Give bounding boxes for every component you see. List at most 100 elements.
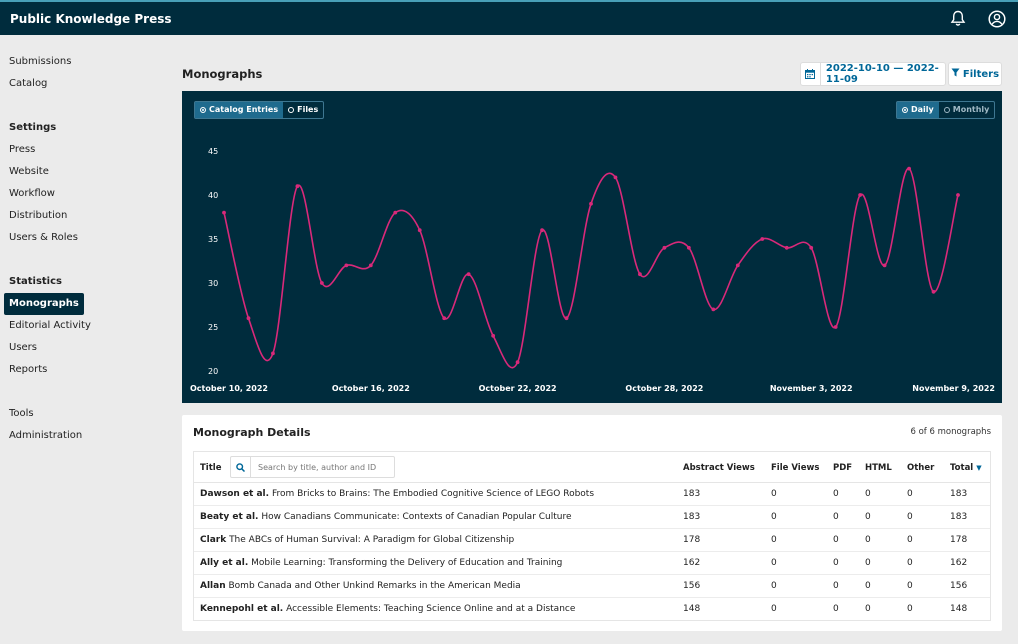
data-point[interactable] [833, 325, 838, 329]
data-point[interactable] [956, 193, 960, 197]
sidebar-item-users[interactable]: Users [9, 342, 38, 353]
search-input[interactable] [251, 457, 391, 477]
row-title: Accessible Elements: Teaching Science On… [286, 604, 576, 614]
filter-icon [951, 68, 960, 80]
user-icon[interactable] [988, 9, 1006, 28]
row-author: Clark [200, 535, 227, 545]
row-author: Dawson et al. [200, 489, 270, 499]
data-point[interactable] [809, 245, 814, 250]
data-point[interactable] [907, 166, 911, 171]
row-total-cell: 183 [950, 512, 968, 522]
monograph-details-panel: Monograph Details 6 of 6 monographs Titl… [182, 415, 1002, 631]
data-point[interactable] [295, 184, 300, 189]
column-total[interactable]: Total ▼ [950, 463, 982, 473]
x-tick-label: October 10, 2022 [190, 384, 268, 393]
bell-icon[interactable] [950, 10, 966, 27]
y-tick-label: 25 [208, 323, 218, 332]
toggle-daily[interactable]: Daily [897, 102, 939, 118]
column-file-views[interactable]: File Views [771, 463, 820, 473]
filters-button[interactable]: Filters [948, 62, 1002, 86]
data-point[interactable] [589, 201, 593, 206]
table-row[interactable]: Clark The ABCs of Human Survival: A Para… [194, 529, 990, 552]
sidebar-item-editorial-activity[interactable]: Editorial Activity [9, 320, 91, 331]
row-abstract-cell: 183 [683, 512, 701, 522]
data-point[interactable] [393, 210, 398, 215]
sort-desc-icon: ▼ [976, 464, 982, 472]
row-title-cell[interactable]: Dawson et al. From Bricks to Brains: The… [200, 489, 594, 499]
data-point[interactable] [686, 245, 691, 250]
sidebar-item-press[interactable]: Press [9, 144, 36, 155]
sidebar-item-submissions[interactable]: Submissions [9, 56, 72, 67]
row-title: How Canadians Communicate: Contexts of C… [261, 512, 572, 522]
data-point[interactable] [319, 281, 324, 285]
row-total-cell: 162 [950, 558, 968, 568]
data-point[interactable] [491, 333, 496, 338]
table-row[interactable]: Dawson et al. From Bricks to Brains: The… [194, 483, 990, 506]
data-point[interactable] [735, 263, 740, 268]
data-point[interactable] [540, 228, 544, 233]
row-author: Ally et al. [200, 558, 249, 568]
data-point[interactable] [613, 175, 618, 180]
row-title-cell[interactable]: Clark The ABCs of Human Survival: A Para… [200, 535, 514, 545]
column-other[interactable]: Other [907, 463, 935, 473]
data-point[interactable] [882, 263, 887, 268]
sidebar-item-monographs[interactable]: Monographs [4, 293, 84, 315]
row-pdf-cell: 0 [833, 489, 839, 499]
data-point[interactable] [466, 272, 471, 277]
data-point[interactable] [662, 245, 667, 250]
data-point[interactable] [760, 237, 765, 241]
data-point[interactable] [368, 263, 373, 268]
data-point[interactable] [246, 316, 251, 321]
data-point[interactable] [271, 351, 275, 356]
table-row[interactable]: Beaty et al. How Canadians Communicate: … [194, 506, 990, 529]
column-pdf[interactable]: PDF [833, 463, 853, 473]
row-title-cell[interactable]: Kennepohl et al. Accessible Elements: Te… [200, 604, 575, 614]
data-point[interactable] [711, 307, 716, 312]
sidebar-item-distribution[interactable]: Distribution [9, 210, 68, 221]
main-content: Monographs 2022-10-10 — 2022-11-09 Filte… [182, 35, 1002, 631]
row-html-cell: 0 [865, 489, 871, 499]
row-file-cell: 0 [771, 512, 777, 522]
sidebar-item-reports[interactable]: Reports [9, 364, 48, 375]
app-title[interactable]: Public Knowledge Press [10, 11, 172, 26]
column-abstract-views[interactable]: Abstract Views [683, 463, 755, 473]
data-point[interactable] [515, 360, 520, 365]
radio-icon [943, 107, 950, 113]
sidebar-item-workflow[interactable]: Workflow [9, 188, 55, 199]
data-point[interactable] [858, 193, 863, 197]
data-point[interactable] [417, 228, 422, 233]
header-icons [950, 9, 1008, 28]
search-button[interactable] [231, 457, 251, 477]
column-html[interactable]: HTML [865, 463, 892, 473]
data-point[interactable] [442, 316, 447, 321]
radio-icon [200, 107, 206, 113]
row-title-cell[interactable]: Allan Bomb Canada and Other Unkind Remar… [200, 581, 521, 591]
sidebar-item-administration[interactable]: Administration [9, 430, 83, 441]
table-row[interactable]: Kennepohl et al. Accessible Elements: Te… [194, 598, 990, 620]
row-title-cell[interactable]: Ally et al. Mobile Learning: Transformin… [200, 558, 562, 568]
sidebar-item-tools[interactable]: Tools [9, 408, 34, 419]
date-range-button[interactable]: 2022-10-10 — 2022-11-09 [800, 62, 946, 86]
data-point[interactable] [784, 245, 789, 250]
row-pdf-cell: 0 [833, 558, 839, 568]
sidebar-item-catalog[interactable]: Catalog [9, 78, 48, 89]
search-box [230, 456, 395, 478]
toggle-files[interactable]: Files [283, 102, 323, 118]
row-title-cell[interactable]: Beaty et al. How Canadians Communicate: … [200, 512, 572, 522]
data-point[interactable] [222, 210, 226, 215]
table-row[interactable]: Ally et al. Mobile Learning: Transformin… [194, 552, 990, 575]
row-file-cell: 0 [771, 581, 777, 591]
table-row[interactable]: Allan Bomb Canada and Other Unkind Remar… [194, 575, 990, 598]
data-point[interactable] [564, 316, 569, 321]
row-author: Allan [200, 581, 226, 591]
toggle-monthly[interactable]: Monthly [939, 102, 995, 118]
data-point[interactable] [931, 289, 936, 294]
interval-toggle: Daily Monthly [896, 101, 996, 119]
data-point[interactable] [638, 272, 642, 277]
row-pdf-cell: 0 [833, 535, 839, 545]
row-total-cell: 148 [950, 604, 968, 614]
toggle-catalog-entries[interactable]: Catalog Entries [195, 102, 284, 118]
sidebar-item-website[interactable]: Website [9, 166, 49, 177]
sidebar-item-users-roles[interactable]: Users & Roles [9, 232, 78, 243]
data-point[interactable] [344, 263, 349, 268]
